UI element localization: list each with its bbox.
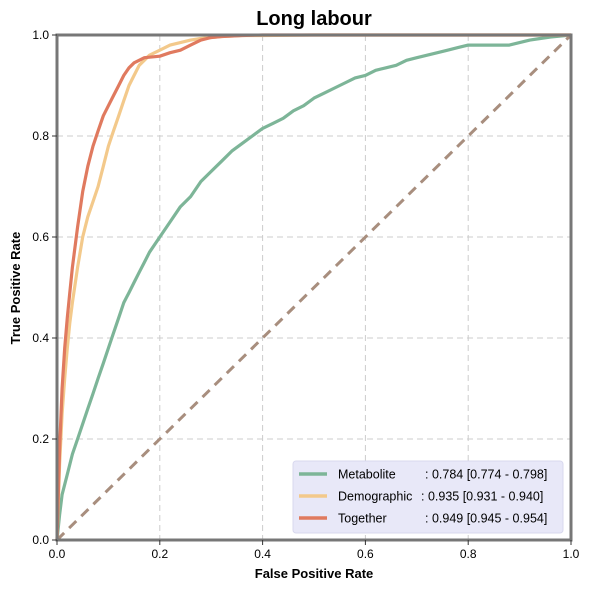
y-tick-label: 1.0 xyxy=(32,28,49,42)
grid xyxy=(57,35,571,540)
legend-series-name: Together xyxy=(338,512,387,526)
y-axis-label: True Positive Rate xyxy=(8,232,23,345)
plot-frame xyxy=(55,33,573,542)
legend: Metabolite : 0.784 [0.774 - 0.798] Demogra… xyxy=(292,460,564,534)
chance-diagonal-line xyxy=(55,33,573,542)
x-tick-label: 0.0 xyxy=(49,547,66,561)
x-tick-label: 0.2 xyxy=(151,547,168,561)
legend-series-auc: : 0.949 [0.945 - 0.954] xyxy=(425,512,547,526)
y-tick-label: 0.2 xyxy=(32,432,49,446)
roc-curves xyxy=(55,33,573,542)
y-tick-label: 0.0 xyxy=(32,533,49,547)
chart-title: Long labour xyxy=(256,8,372,30)
y-tick-label: 0.4 xyxy=(32,331,49,345)
y-tick-label: 0.8 xyxy=(32,129,49,143)
series-line-metabolite xyxy=(55,33,572,541)
x-tick-label: 0.4 xyxy=(254,547,271,561)
y-tick-label: 0.6 xyxy=(32,230,49,244)
x-tick-label: 0.6 xyxy=(357,547,374,561)
x-axis-label: False Positive Rate xyxy=(255,566,374,581)
legend-series-auc: : 0.784 [0.774 - 0.798] xyxy=(425,468,547,482)
axis-ticks: 0.0 0.2 0.4 0.6 0.8 1.0 0.0 0.2 0.4 0.6 0.8 1.0 xyxy=(32,28,579,561)
legend-box xyxy=(292,460,564,534)
legend-series-auc: : 0.935 [0.931 - 0.940] xyxy=(421,490,543,504)
x-tick-label: 0.8 xyxy=(460,547,477,561)
legend-series-name: Demographic xyxy=(338,490,412,504)
x-tick-label: 1.0 xyxy=(563,547,580,561)
legend-series-name: Metabolite xyxy=(338,468,396,482)
